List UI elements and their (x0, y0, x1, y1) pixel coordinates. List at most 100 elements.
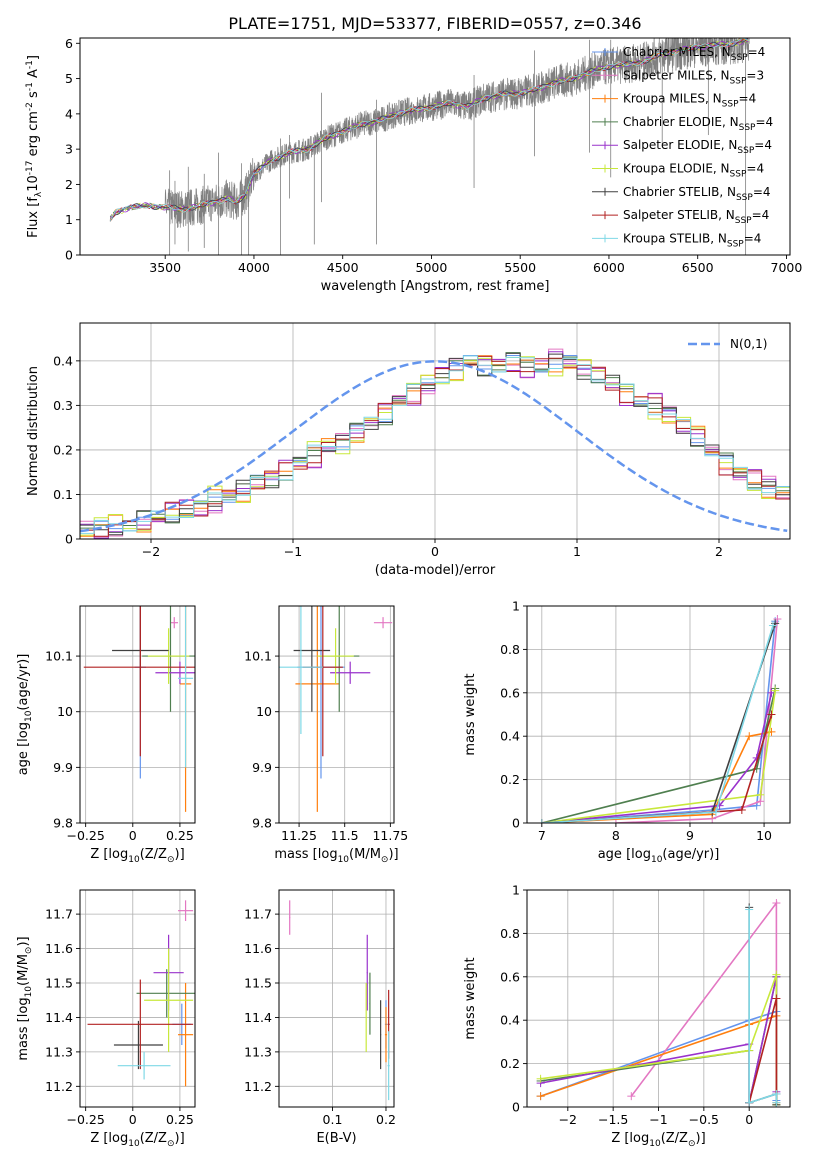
x-tick-label: 7000 (771, 260, 803, 275)
x-tick-label: 11.5 (331, 828, 359, 843)
y-tick-label: 10.1 (45, 649, 73, 664)
y-tick-label: 0.4 (53, 353, 73, 368)
axes-age-vs-mass: 11.25 11.5 11.75 9.8 9.9 10 10.1 mass [log10​(M… (244, 605, 408, 865)
plot-area (536, 899, 781, 1107)
x-tick-label: 4500 (327, 260, 359, 275)
figure-title: PLATE=1751, MJD=53377, FIBERID=0557, z=0… (228, 14, 641, 33)
y-tick-label: 1 (65, 212, 73, 227)
x-axis-label: (data-model)/error (375, 563, 496, 578)
y-tick-label: 0.6 (500, 969, 520, 984)
axes-mass-weight-vs-metallicity: −2 −1.5 −1 −0.5 0 0 0.2 0.4 0.6 0.8 1 Z [log10​(Z/Z… (463, 883, 791, 1149)
x-tick-label: −1 (284, 544, 302, 559)
y-tick-label: 11.4 (244, 1010, 272, 1025)
plot-area (537, 615, 782, 823)
axes-frame: −0.25 0 0.25 11.2 11.3 11.4 11.5 11.6 11.7 Z [log… (16, 889, 196, 1149)
x-tick-label: 0 (129, 828, 137, 843)
mass-weight-line (541, 714, 773, 823)
x-tick-label: −0.25 (66, 1112, 104, 1127)
x-tick-label: 7 (538, 828, 546, 843)
y-tick-label: 11.7 (45, 907, 73, 922)
legend-entry: N(0,1) (730, 337, 767, 351)
mass-weight-line (541, 621, 776, 823)
legend-entry: Chabrier STELIB, NSSP​=4 (623, 185, 771, 203)
y-axis-label: mass [log10​(M/M⊙​)] (16, 936, 34, 1060)
y-tick-label: 0.1 (53, 487, 73, 502)
x-tick-label: 4000 (238, 260, 270, 275)
spectrum-model-line (109, 38, 750, 222)
legend-entry: Salpeter ELODIE, NSSP​=4 (623, 138, 772, 156)
y-axis-label: mass weight (463, 673, 478, 755)
y-tick-label: 0.8 (500, 642, 520, 657)
x-tick-label: 0.1 (323, 1112, 343, 1127)
y-tick-label: 5 (65, 71, 73, 86)
plot-area (289, 900, 390, 1101)
x-tick-label: 1 (573, 544, 581, 559)
x-tick-label: 0.25 (166, 1112, 194, 1127)
y-tick-label: 11.4 (45, 1010, 73, 1025)
axes-mass-vs-metallicity: −0.25 0 0.25 11.2 11.3 11.4 11.5 11.6 11.7 Z [log… (16, 889, 196, 1149)
y-tick-label: 11.2 (45, 1079, 73, 1094)
y-tick-label: 9.8 (53, 816, 73, 831)
histogram-step (80, 355, 790, 534)
y-tick-label: 9.9 (252, 760, 272, 775)
y-tick-label: 0.8 (500, 926, 520, 941)
axes-frame: −2 −1 0 1 2 0 0.1 0.2 0.3 0.4 (data-model)/error No… (26, 322, 791, 578)
y-tick-label: 0.3 (53, 398, 73, 413)
axes-frame: 7 8 9 10 0 0.2 0.4 0.6 0.8 1 age [log10​(age/yr)] m… (463, 599, 791, 865)
y-tick-label: 0 (512, 1100, 520, 1115)
x-tick-label: −1 (649, 1112, 667, 1127)
y-tick-label: 6 (65, 36, 73, 51)
x-axis-label: Z [log10​(Z/Z⊙​)] (90, 847, 184, 865)
mass-weight-line (748, 909, 778, 1104)
x-tick-label: 3500 (149, 260, 181, 275)
y-tick-label: 0.4 (500, 1013, 520, 1028)
x-axis-label: Z [log10​(Z/Z⊙​)] (90, 1131, 184, 1149)
x-axis-label: E(B-V) (316, 1131, 356, 1146)
y-tick-label: 11.6 (45, 941, 73, 956)
x-tick-label: 0 (431, 544, 439, 559)
plot-area (279, 606, 393, 812)
axes-mass-weight-vs-age: 7 8 9 10 0 0.2 0.4 0.6 0.8 1 age [log10​(age/yr)] m… (463, 599, 791, 865)
y-tick-label: 0.6 (500, 685, 520, 700)
axes-frame: 11.25 11.5 11.75 9.8 9.9 10 10.1 mass [log10​(M… (244, 605, 408, 865)
spectrum-legend: Chabrier MILES, NSSP​=4 Salpeter MILES, N… (592, 45, 773, 249)
y-tick-label: 0.2 (500, 1056, 520, 1071)
x-axis-label: wavelength [Angstrom, rest frame] (321, 279, 550, 294)
y-tick-label: 11.2 (244, 1079, 272, 1094)
x-tick-label: 10 (756, 828, 772, 843)
x-tick-label: −1.5 (598, 1112, 628, 1127)
y-axis-label: age [log10​(age/yr)] (16, 654, 34, 776)
y-axis-label: mass weight (463, 957, 478, 1039)
x-tick-label: −0.25 (66, 828, 104, 843)
legend-entry: Kroupa ELODIE, NSSP​=4 (623, 162, 764, 180)
spectrum-model-line (109, 38, 750, 222)
axes-age-vs-metallicity: −0.25 0 0.25 9.8 9.9 10 10.1 Z [log10​(Z/Z⊙​)] a… (16, 605, 196, 865)
x-tick-label: 0.25 (166, 828, 194, 843)
legend-entry: Salpeter MILES, NSSP​=3 (623, 68, 764, 86)
y-tick-label: 1 (512, 599, 520, 614)
y-tick-label: 0.2 (500, 772, 520, 787)
y-tick-label: 0 (65, 532, 73, 547)
axes-spectrum: 3500 4000 4500 5000 5500 6000 6500 7000 0 1 2 3 4 5 6 w… (25, 36, 802, 294)
plot-area (87, 900, 195, 1087)
axes-frame: 0.1 0.2 11.2 11.3 11.4 11.5 11.6 11.7 E(B-V) (244, 889, 396, 1146)
axes-frame: 3500 4000 4500 5000 5500 6000 6500 7000 0 1 2 3 4 5 6 w… (25, 36, 802, 294)
y-tick-label: 11.5 (244, 976, 272, 991)
y-tick-label: 11.3 (244, 1044, 272, 1059)
axes-border (79, 889, 196, 1108)
axes-border (278, 889, 395, 1108)
plot-area (109, 38, 750, 255)
x-tick-label: 5000 (416, 260, 448, 275)
histogram-legend: N(0,1) (688, 337, 767, 351)
y-tick-label: 0 (512, 816, 520, 831)
legend-entry: Kroupa STELIB, NSSP​=4 (623, 231, 761, 249)
axes-frame: −0.25 0 0.25 9.8 9.9 10 10.1 Z [log10​(Z/Z⊙​)] a… (16, 605, 196, 865)
x-tick-label: 11.25 (281, 828, 317, 843)
y-tick-label: 2 (65, 177, 73, 192)
x-axis-label: Z [log10​(Z/Z⊙​)] (611, 1131, 705, 1149)
axes-residual-histogram: −2 −1 0 1 2 0 0.1 0.2 0.3 0.4 (data-model)/error No… (26, 322, 791, 578)
x-tick-label: 5500 (504, 260, 536, 275)
mass-weight-line (541, 692, 773, 823)
y-tick-label: 10 (256, 704, 272, 719)
